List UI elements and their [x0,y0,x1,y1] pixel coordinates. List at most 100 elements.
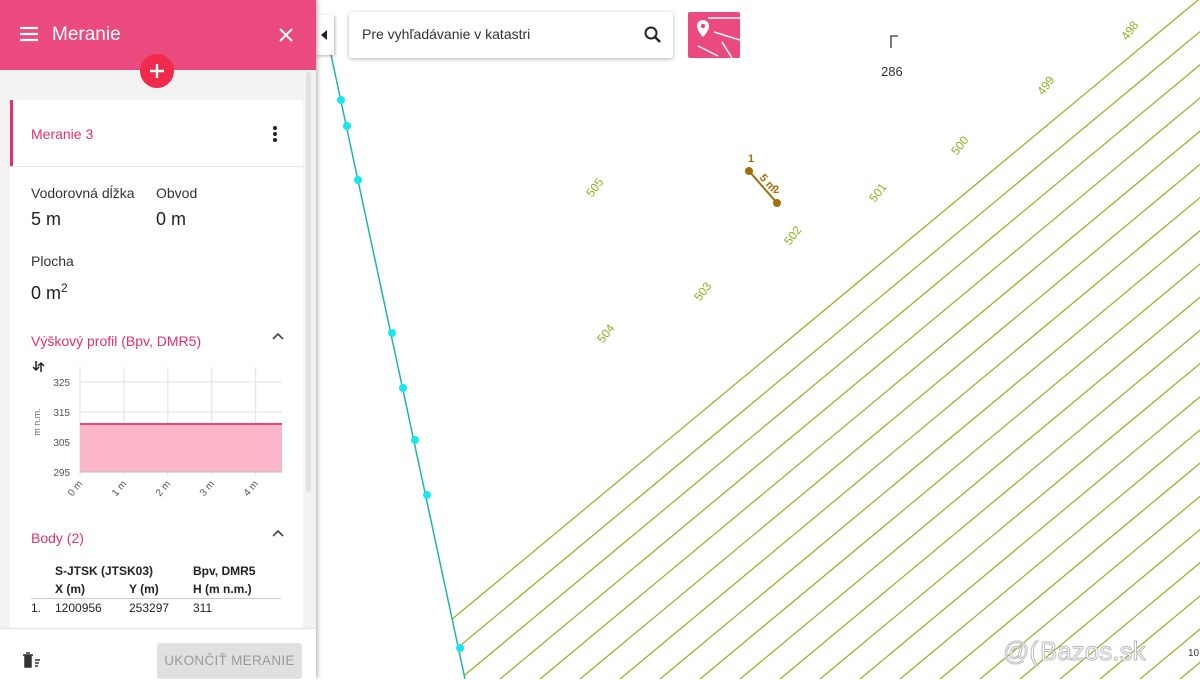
collapse-chevron[interactable] [272,529,284,537]
axis-toggle[interactable] [32,361,45,372]
x-tick-label: 3 m [198,479,217,499]
contour-line [419,0,1200,679]
contour-label: 501 [866,180,890,205]
vertex [337,96,345,104]
search-placeholder: Pre vyhľadávanie v katastri [362,26,531,42]
x-tick-label: 4 m [242,479,261,499]
divider [10,166,303,167]
close-icon[interactable] [279,28,293,42]
finish-button[interactable]: UKONČIŤ MERANIE [157,643,302,679]
scrollbar[interactable] [306,72,311,492]
contour-line [779,0,1200,679]
collapse-chevron[interactable] [272,332,284,340]
contour-label: 503 [691,279,715,304]
delete-icon[interactable] [22,651,42,669]
collapse-tab[interactable] [316,15,334,55]
watermark-logo: @( [1003,636,1038,666]
length-value: 5 m [31,209,62,229]
sidebar: Meranie Meranie 3 Vodorovná dĺžka 5 m Ob… [0,0,316,680]
measure-line [748,170,778,204]
cell: 311 [193,601,213,615]
contour-line [899,0,1200,679]
contour-line [979,0,1200,679]
contour-lines [379,0,1200,679]
parcel-number: 286 [881,64,903,79]
x-tick-label: 2 m [154,479,173,499]
cell: 253297 [129,601,170,615]
sidebar-title: Meranie [52,24,121,45]
length-label: Vodorovná dĺžka [31,185,135,201]
area-label: Plocha [31,253,74,269]
y-tick-label: 295 [53,468,70,479]
group-header: Bpv, DMR5 [193,564,256,578]
column-header-row: X (m) Y (m) H (m n.m.) [31,580,281,599]
contour-line [819,0,1200,679]
contour-line [859,0,1200,679]
group-header-row: S-JTSK (JTSK03) Bpv, DMR5 [31,562,281,580]
column-header: H (m n.m.) [193,582,252,596]
contour-line [499,0,1200,679]
vertex [343,122,351,130]
vertex [456,644,464,652]
cell: 1200956 [55,601,102,615]
perimeter-value: 0 m [156,209,187,229]
contour-label: 505 [583,175,607,200]
area-number: 0 m [31,283,62,303]
collapse-icon [321,30,327,40]
measure-start: 1 [748,153,754,165]
contour-line [939,0,1200,679]
more-icon[interactable] [272,125,278,143]
contour-line [739,0,1200,679]
vertex [399,384,407,392]
contour-line [699,0,1200,679]
column-header: X (m) [55,582,85,596]
active-indicator [10,100,13,166]
contour-line [659,0,1200,679]
x-tick-label: 1 m [110,479,129,499]
add-button[interactable] [140,54,174,88]
contour-label: 499 [1034,73,1058,98]
y-tick-label: 315 [53,408,70,419]
map-layer-button[interactable] [688,12,740,58]
contour-label: 500 [948,133,972,158]
contour-labels: 505 504 503 502 501 500 499 498 [583,18,1142,346]
profile-title: Výškový profil (Bpv, DMR5) [31,333,202,349]
contour-line [1019,0,1200,679]
group-header: S-JTSK (JTSK03) [55,564,154,578]
parcel-marker [890,35,898,48]
vertex [411,436,419,444]
points-table: S-JTSK (JTSK03) Bpv, DMR5 X (m) Y (m) H (m … [31,562,281,617]
vertex [423,491,431,499]
contour-label: 498 [1118,18,1142,43]
contour-line [619,0,1200,679]
search-icon[interactable] [643,25,663,45]
column-header: Y (m) [129,582,159,596]
measurement-card: Meranie 3 Vodorovná dĺžka 5 m Obvod 0 m … [10,100,303,640]
contour-label: 504 [594,321,618,346]
contour-line [459,0,1200,679]
menu-icon[interactable] [20,26,38,42]
area-exponent: 2 [61,281,68,295]
boundary-vertices [337,96,464,652]
vertex [354,176,362,184]
contour-line [1059,0,1200,679]
contour-line [579,0,1200,679]
profile-chart: m n.m. 295 305 315 325 0 m 1 m 2 m 3 m 4 m [32,361,282,499]
perimeter-label: Obvod [156,185,198,201]
profile-area [80,424,282,472]
x-tick-label: 0 m [66,479,85,499]
y-axis-label: m n.m. [32,408,42,436]
contour-label: 502 [781,223,805,248]
points-title: Body (2) [31,530,84,546]
footer: UKONČIŤ MERANIE [0,628,316,680]
watermark: Bazos.sk [1040,636,1146,666]
contour-line [539,0,1200,679]
point-row: 1. 1200956 253297 311 [31,599,281,618]
y-tick-label: 325 [53,378,70,389]
cell: 1. [31,601,42,615]
search-box[interactable]: Pre vyhľadávanie v katastri [349,12,673,58]
scale: 10 [1188,648,1200,659]
area-value: 0 m2 [31,281,68,304]
